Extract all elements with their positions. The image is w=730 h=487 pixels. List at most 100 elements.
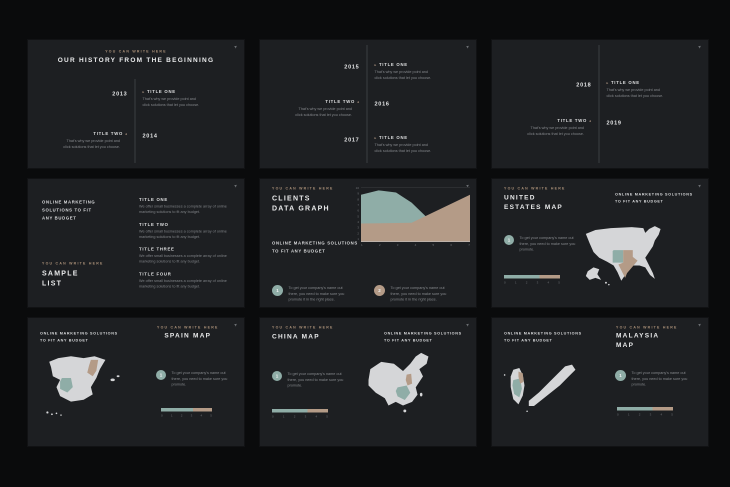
cursor-icon: ➤: [697, 182, 703, 189]
slide-sample-list[interactable]: ➤ ONLINE MARKETING SOLUTIONS TO FIT ANY BU…: [28, 179, 244, 307]
slide-history-2015-2017[interactable]: ➤ 2015 ▸ TITLE ONE That's why we provide…: [260, 40, 476, 168]
list-item: TITLE THREE We offer small businesses a …: [139, 247, 230, 265]
list-item-body: We offer small businesses a complete arr…: [139, 253, 227, 264]
region-extremadura: [60, 378, 73, 393]
slide-title-line2: DATA GRAPH: [272, 204, 330, 213]
timeline-year: 2017: [344, 137, 360, 143]
bar-segment-teal: [272, 409, 308, 413]
list-item: TITLE FOUR We offer small businesses a c…: [139, 271, 230, 289]
slide-title: OUR HISTORY FROM THE BEGINNING: [57, 56, 215, 64]
lead-text: ONLINE MARKETING SOLUTIONS TO FIT ANY BUD…: [272, 239, 358, 255]
list-item: TITLE TWO We offer small businesses a co…: [139, 222, 230, 240]
timeline-year: 2016: [374, 101, 390, 107]
slide-history-beginning[interactable]: ➤ YOU CAN WRITE HERE OUR HISTORY FROM TH…: [28, 40, 244, 168]
slide-title: SPAIN MAP: [164, 331, 212, 340]
region-kelantan: [518, 371, 524, 384]
note-one: 1 To get your company's name out there, …: [504, 235, 584, 252]
y-tick-label: 5: [357, 215, 359, 219]
cursor-icon: ➤: [697, 321, 703, 328]
arrow-right-icon: ▸: [142, 90, 146, 95]
slide-title-line1: SAMPLE: [42, 269, 79, 277]
x-tick-label: 5: [432, 244, 435, 247]
region-new-mexico: [612, 250, 624, 263]
canary-island: [60, 414, 62, 416]
stacked-bar: [161, 408, 212, 412]
note-one: 1 To get your company's name out there, …: [615, 370, 696, 387]
bar-ticks: 0 1 2 3 4 5: [617, 414, 673, 417]
timeline-entry: TITLE TWO ◂ That's why we provide point …: [28, 131, 244, 150]
lead-line: TO FIT ANY BUDGET: [40, 338, 89, 343]
timeline-title: TITLE TWO: [557, 118, 588, 123]
slide-kicker: YOU CAN WRITE HERE: [42, 262, 104, 266]
lead-line: ONLINE MARKETING SOLUTIONS: [504, 331, 582, 336]
cursor-icon: ➤: [697, 43, 703, 50]
slide-kicker: YOU CAN WRITE HERE: [272, 187, 334, 191]
slide-china-map[interactable]: ➤ YOU CAN WRITE HERE CHINA MAP ONLINE MA…: [260, 318, 476, 446]
y-tick-label: 7: [357, 203, 359, 207]
timeline-year: 2015: [344, 64, 360, 70]
note-two: 2 To get your company's name out there, …: [374, 285, 455, 302]
timeline-year: 2018: [576, 82, 592, 88]
stacked-bar: [617, 407, 673, 411]
bar-segment-tan: [307, 409, 328, 413]
bar-tick-label: 1: [627, 413, 630, 417]
bar-tick-label: 2: [180, 414, 183, 418]
china-map: [368, 352, 429, 413]
timeline-title: TITLE ONE: [378, 62, 408, 67]
bar-tick-label: 2: [525, 281, 528, 285]
note-one: 1 To get your company's name out there, …: [156, 370, 236, 387]
bar-tick-label: 0: [272, 415, 274, 419]
slide-kicker: YOU CAN WRITE HERE: [157, 326, 219, 330]
slide-title: CHINA MAP: [272, 332, 320, 341]
timeline-body: That's why we provide point and click so…: [142, 96, 200, 107]
slide-title-line1: CLIENTS: [272, 194, 311, 202]
note-number-badge: 1: [272, 371, 282, 381]
bar-tick-label: 0: [161, 414, 163, 418]
bar-tick-label: 2: [638, 413, 641, 417]
bar-tick-label: 4: [200, 414, 203, 418]
slide-spain-map[interactable]: ➤ ONLINE MARKETING SOLUTIONS TO FIT ANY B…: [28, 318, 244, 446]
hainan-island: [403, 409, 407, 413]
bar-tick-label: 1: [514, 281, 517, 285]
slide-malaysia-map[interactable]: ➤ ONLINE MARKETING SOLUTIONS TO FIT ANY B…: [492, 318, 708, 446]
bar-tick-label: 0: [504, 281, 506, 285]
cursor-icon: ➤: [233, 182, 239, 189]
note-number-badge: 2: [374, 285, 385, 296]
note-number-badge: 1: [615, 370, 626, 381]
x-tick-label: 7: [468, 244, 470, 247]
timeline-entry: 2018 ▸ TITLE ONE That's why we provide p…: [492, 80, 708, 99]
slide-history-2018-2019[interactable]: ➤ 2018 ▸ TITLE ONE That's why we provide…: [492, 40, 708, 168]
region-pahang: [512, 378, 522, 398]
slide-grid: ➤ YOU CAN WRITE HERE OUR HISTORY FROM TH…: [28, 40, 708, 446]
bar-ticks: 0 1 2 3 4 5: [272, 416, 328, 419]
slide-clients-data-graph[interactable]: ➤ YOU CAN WRITE HERE CLIENTS DATA GRAPH …: [260, 179, 476, 307]
arrow-right-icon: ▸: [374, 63, 378, 68]
cursor-icon: ➤: [465, 321, 471, 328]
bar-tick-label: 5: [671, 413, 673, 417]
slide-kicker: YOU CAN WRITE HERE: [272, 326, 334, 330]
alaska-outline: [585, 267, 602, 280]
chart-plot-area: [361, 187, 470, 242]
x-tick-label: 6: [450, 244, 453, 247]
tan-series-area: [361, 194, 470, 242]
slide-title-line1: UNITED: [504, 193, 536, 202]
bar-tick-label: 4: [315, 415, 318, 419]
small-island: [503, 374, 506, 376]
timeline-title: TITLE TWO: [325, 99, 356, 104]
region-sichuan: [395, 385, 411, 401]
x-axis-ticks: 1 2 3 4 5 6 7: [353, 244, 470, 247]
y-tick-label: 4: [357, 220, 359, 224]
slide-united-estates-map[interactable]: ➤ YOU CAN WRITE HERE UNITED ESTATES MAP …: [492, 179, 708, 307]
bar-tick-label: 5: [326, 415, 328, 419]
lead-line: ONLINE MARKETING: [42, 199, 96, 205]
y-tick-label: 3: [357, 226, 359, 230]
y-tick-label: 6: [357, 209, 359, 213]
east-malaysia-borneo-outline: [528, 364, 576, 407]
timeline-year: 2014: [142, 133, 158, 139]
lead-line: ONLINE MARKETING SOLUTIONS: [615, 192, 693, 197]
bar-tick-label: 3: [304, 415, 307, 419]
note-number-badge: 1: [272, 285, 283, 296]
note-number-badge: 1: [504, 235, 514, 245]
region-texas: [618, 250, 638, 278]
